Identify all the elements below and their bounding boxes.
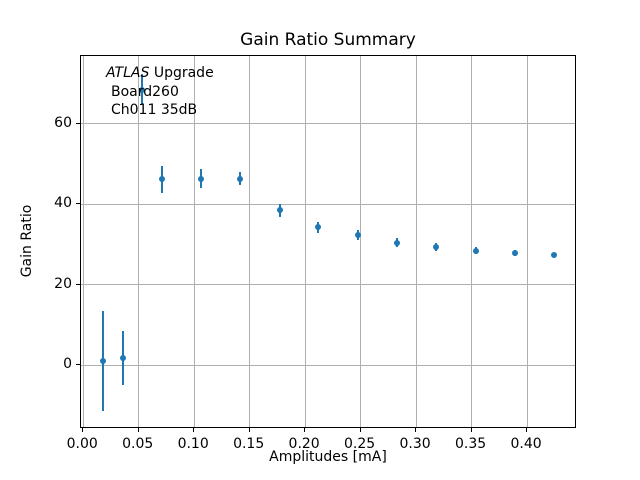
y-gridline [81,203,575,205]
y-tick-mark [76,203,80,205]
data-point-marker [236,175,243,182]
data-point-marker [473,247,480,254]
x-gridline [360,56,362,427]
annotation-line-2: Board260 [111,83,179,100]
x-gridline [526,56,528,427]
data-point-marker [355,232,362,239]
data-point-marker [315,224,322,231]
annotation-upgrade: Upgrade [149,65,214,81]
x-tick-label: 0.20 [288,436,320,452]
x-tick-mark [137,428,139,432]
x-gridline [304,56,306,427]
plot-area [80,55,576,428]
chart-title: Gain Ratio Summary [240,30,416,50]
data-point-marker [120,354,127,361]
x-tick-mark [304,428,306,432]
data-point-marker [100,357,107,364]
y-tick-label: 60 [54,114,72,131]
data-point-marker [159,176,165,183]
x-tick-label: 0.15 [233,436,265,452]
data-point-marker [550,251,557,258]
annotation-line-1: ATLAS Upgrade [106,64,214,83]
x-tick-mark [526,428,528,432]
y-tick-label: 40 [54,195,72,212]
y-gridline [81,123,575,125]
x-tick-label: 0.40 [510,436,542,452]
y-tick-mark [76,283,80,285]
y-gridline [81,284,575,286]
data-point-marker [197,175,204,182]
annotation-text: ATLAS Upgrade Board260 Ch011 35dB [106,64,214,120]
y-tick-mark [76,122,80,124]
x-tick-label: 0.05 [122,436,154,452]
x-tick-label: 0.10 [177,436,209,452]
x-tick-mark [470,428,472,432]
x-tick-mark [82,428,84,432]
x-tick-label: 0.25 [344,436,376,452]
x-tick-label: 0.00 [66,436,98,452]
x-gridline [471,56,473,427]
x-gridline [193,56,195,427]
x-gridline [415,56,417,427]
x-tick-mark [415,428,417,432]
y-tick-label: 0 [63,356,72,373]
x-gridline [249,56,251,427]
x-tick-label: 0.30 [399,436,431,452]
data-point-marker [276,207,283,214]
data-point-marker [394,239,401,246]
x-tick-label: 0.35 [454,436,487,452]
x-gridline [82,56,84,427]
y-tick-mark [76,364,80,366]
y-axis-label: Gain Ratio [19,204,35,278]
data-point-marker [139,86,146,93]
x-axis-label: Amplitudes [mA] [269,449,387,465]
y-tick-label: 20 [54,275,72,292]
x-tick-mark [248,428,250,432]
data-point-marker [511,249,518,256]
data-point-marker [433,243,440,250]
x-tick-mark [359,428,361,432]
x-gridline [138,56,140,427]
y-gridline [81,364,575,366]
annotation-line-3: Ch011 35dB [111,102,198,118]
annotation-atlas: ATLAS [106,65,150,81]
x-tick-mark [193,428,195,432]
